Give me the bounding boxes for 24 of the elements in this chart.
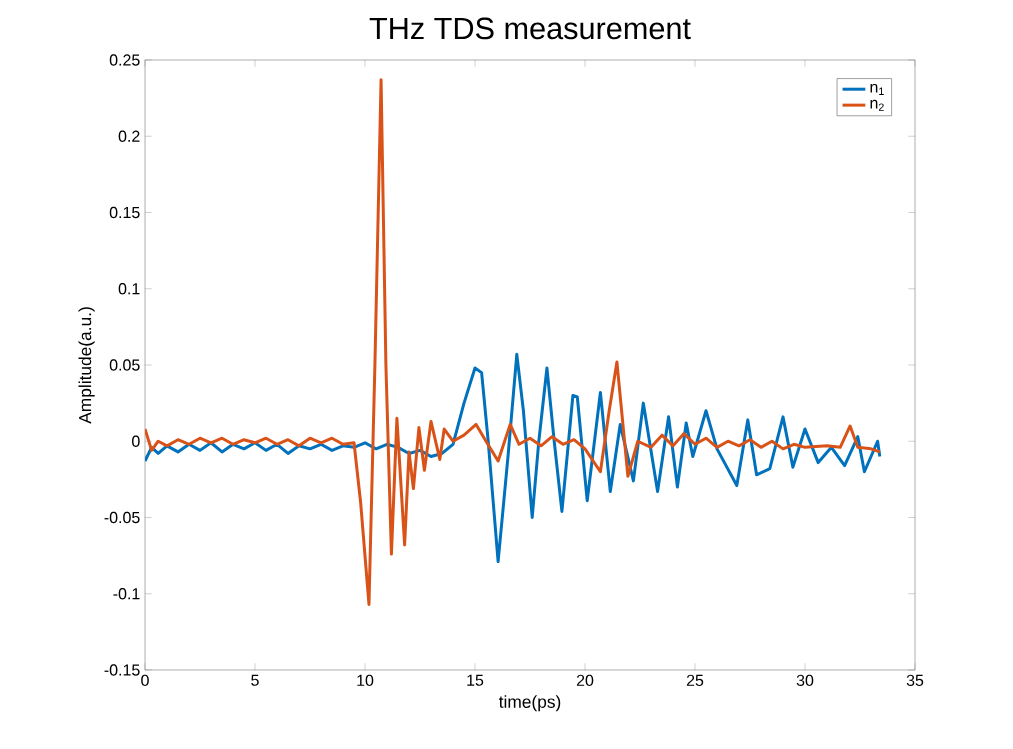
x-tick-label: 30 — [796, 674, 814, 687]
y-tick-label: -0.05 — [104, 511, 140, 524]
x-tick-label: 25 — [686, 674, 704, 687]
y-tick-label: 0.05 — [109, 359, 140, 371]
legend-label: n$_{2}$ — [870, 99, 884, 111]
x-tick-label: 0 — [141, 674, 149, 687]
y-tick-label: 0.2 — [118, 130, 140, 142]
y-tick-label: 0.1 — [118, 283, 140, 295]
x-tick-label: 10 — [357, 674, 374, 687]
line-series — [145, 78, 882, 606]
chart-title: THz TDS measurement — [369, 17, 691, 40]
line-series — [145, 352, 882, 564]
x-tick-label: 35 — [906, 674, 924, 687]
y-tick-label: -0.15 — [104, 664, 140, 676]
y-tick-label: -0.1 — [113, 588, 140, 600]
legend-label: n$_{1}$ — [870, 83, 884, 95]
x-tick-label: 15 — [467, 674, 484, 686]
x-tick-label: 20 — [576, 674, 594, 687]
y-tick-label: 0.25 — [109, 54, 140, 66]
y-tick-label: 0 — [132, 435, 140, 447]
x-axis-title: time(ps) — [498, 695, 561, 712]
y-tick-label: 0.15 — [109, 206, 140, 219]
y-axis-title: Amplitude(a.u.) — [78, 307, 95, 424]
x-tick-label: 5 — [251, 674, 259, 686]
